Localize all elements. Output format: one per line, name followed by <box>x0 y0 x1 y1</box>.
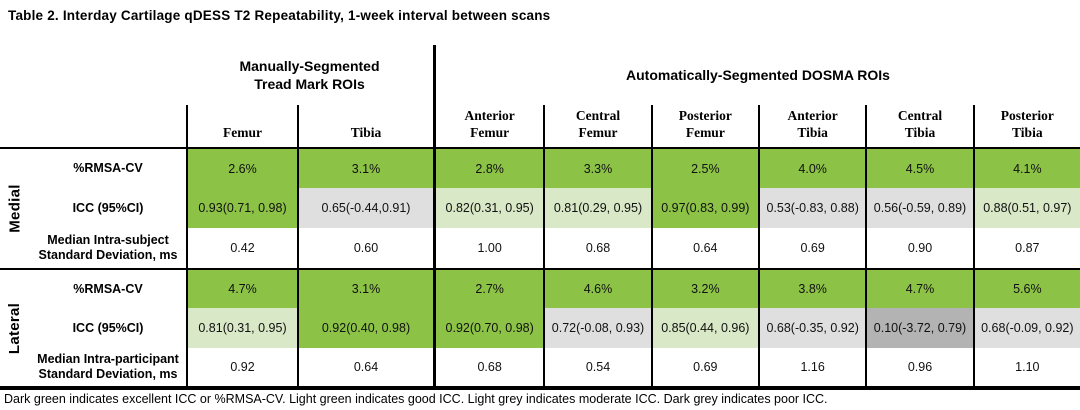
value-cell: 3.1% <box>297 147 433 188</box>
column-header-posterior-tibia: Posterior Tibia <box>972 105 1080 147</box>
value-cell: 4.1% <box>972 147 1080 188</box>
section-label-text: Medial <box>6 184 24 233</box>
column-header-tibia: Tibia <box>297 105 433 147</box>
value-cell: 0.87 <box>972 228 1080 268</box>
value-cell: 3.2% <box>650 268 758 308</box>
value-cell: 0.65(-0.44,0.91) <box>297 188 433 228</box>
group-header-dosma: Automatically-Segmented DOSMA ROIs <box>626 66 890 83</box>
row-label: %RMSA-CV <box>30 147 186 188</box>
row-label: Median Intra-subject Standard Deviation,… <box>38 233 178 262</box>
group-header-manual: Manually-Segmented Tread Mark ROIs <box>239 57 380 92</box>
section-divider <box>433 45 436 390</box>
value-cell: 0.97(0.83, 0.99) <box>650 188 758 228</box>
value-cell: 3.1% <box>297 268 433 308</box>
header-stub <box>0 105 186 147</box>
value-cell: 0.60 <box>297 228 433 268</box>
value-cell: 0.90 <box>865 228 973 268</box>
column-header-femur: Femur <box>186 105 297 147</box>
value-cell: 0.56(-0.59, 0.89) <box>865 188 973 228</box>
value-cell: 0.42 <box>186 228 297 268</box>
value-cell: 2.7% <box>436 268 544 308</box>
value-cell: 5.6% <box>972 268 1080 308</box>
value-cell: 0.93(0.71, 0.98) <box>186 188 297 228</box>
value-cell: 0.82(0.31, 0.95) <box>436 188 544 228</box>
value-cell: 3.3% <box>543 147 651 188</box>
value-cell: 0.72(-0.08, 0.93) <box>543 308 651 348</box>
row-label: %RMSA-CV <box>30 268 186 308</box>
value-cell: 2.8% <box>436 147 544 188</box>
column-header-central-tibia: Central Tibia <box>865 105 972 147</box>
value-cell: 0.64 <box>650 228 758 268</box>
table-title: Table 2. Interday Cartilage qDESS T2 Rep… <box>8 8 551 23</box>
row-label: ICC (95%CI) <box>72 200 144 215</box>
value-cell: 4.0% <box>758 147 866 188</box>
value-cell: 0.92 <box>186 348 297 386</box>
value-cell: 0.96 <box>865 348 973 386</box>
value-cell: 0.68 <box>436 348 544 386</box>
value-cell: 2.6% <box>186 147 297 188</box>
value-cell: 2.5% <box>650 147 758 188</box>
value-cell: 4.7% <box>865 268 973 308</box>
column-header-posterior-femur: Posterior Femur <box>650 105 758 147</box>
value-cell: 0.54 <box>543 348 651 386</box>
value-cell: 0.68(-0.35, 0.92) <box>758 308 866 348</box>
value-cell: 0.69 <box>758 228 866 268</box>
value-cell: 0.68(-0.09, 0.92) <box>972 308 1080 348</box>
value-cell: 0.92(0.70, 0.98) <box>436 308 544 348</box>
value-cell: 0.85(0.44, 0.96) <box>650 308 758 348</box>
value-cell: 4.6% <box>543 268 651 308</box>
value-cell: 0.69 <box>650 348 758 386</box>
value-cell: 4.5% <box>865 147 973 188</box>
column-header-anterior-tibia: Anterior Tibia <box>758 105 865 147</box>
value-cell: 1.16 <box>758 348 866 386</box>
value-cell: 0.81(0.31, 0.95) <box>186 308 297 348</box>
value-cell: 1.00 <box>436 228 544 268</box>
section-label-medial: Medial <box>0 147 30 268</box>
row-label: Median Intra-participant Standard Deviat… <box>37 352 179 381</box>
value-cell: 0.68 <box>543 228 651 268</box>
value-cell: 0.88(0.51, 0.97) <box>972 188 1080 228</box>
footnote: Dark green indicates excellent ICC or %R… <box>4 392 828 406</box>
value-cell: 0.53(-0.83, 0.88) <box>758 188 866 228</box>
value-cell: 4.7% <box>186 268 297 308</box>
row-label: ICC (95%CI) <box>72 320 144 335</box>
value-cell: 0.92(0.40, 0.98) <box>297 308 433 348</box>
section-label-lateral: Lateral <box>0 268 30 386</box>
bottom-border-bar <box>0 386 1080 390</box>
section-label-text: Lateral <box>6 302 24 354</box>
value-cell: 1.10 <box>972 348 1080 386</box>
header-stub <box>0 45 186 105</box>
column-header-anterior-femur: Anterior Femur <box>464 108 515 141</box>
value-cell: 0.81(0.29, 0.95) <box>543 188 651 228</box>
value-cell: 0.64 <box>297 348 433 386</box>
repeatability-table: Manually-Segmented Tread Mark ROIs Automa… <box>0 45 1080 390</box>
value-cell: 3.8% <box>758 268 866 308</box>
column-header-central-femur: Central Femur <box>543 105 650 147</box>
value-cell: 0.10(-3.72, 0.79) <box>865 308 973 348</box>
